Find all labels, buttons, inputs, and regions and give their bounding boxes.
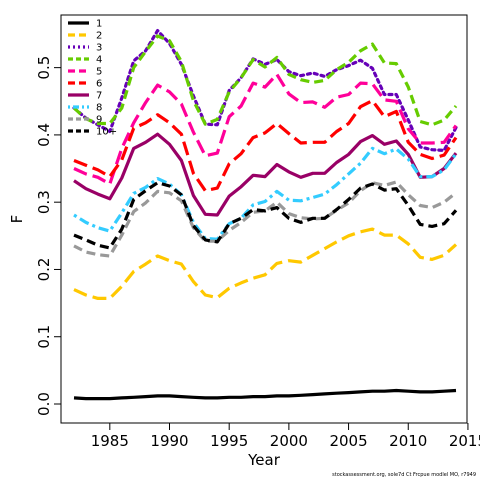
y-tick-label: 0.0 bbox=[35, 392, 53, 416]
legend-label: 10+ bbox=[96, 127, 117, 138]
series-line-5 bbox=[73, 72, 458, 186]
series-line-4 bbox=[72, 34, 458, 127]
footer-note: stockassessment.org, sole7d Ct Frcpue mo… bbox=[332, 472, 476, 478]
legend-label: 6 bbox=[96, 79, 102, 90]
series-line-9 bbox=[73, 180, 457, 258]
x-tick-label: 2005 bbox=[329, 432, 367, 450]
series-line-1 bbox=[73, 388, 457, 401]
y-tick-label: 0.4 bbox=[35, 123, 53, 147]
x-tick-label: 2015 bbox=[449, 432, 480, 450]
series-line-10+ bbox=[73, 181, 458, 250]
series-layer bbox=[72, 29, 458, 401]
series-line-2 bbox=[73, 227, 458, 300]
x-tick-label: 1995 bbox=[210, 432, 248, 450]
y-tick-label: 0.2 bbox=[35, 258, 53, 282]
y-tick-label: 0.3 bbox=[35, 190, 53, 214]
y-axis: 0.0 0.1 0.2 0.3 0.4 0.5 bbox=[35, 56, 61, 416]
series-line-8 bbox=[73, 146, 458, 241]
y-tick-label: 0.1 bbox=[35, 325, 53, 349]
legend-label: 1 bbox=[96, 19, 102, 30]
x-axis: 1985 1990 1995 2000 2005 2010 2015 bbox=[91, 423, 480, 450]
legend-label: 9 bbox=[96, 115, 102, 126]
legend-label: 7 bbox=[96, 91, 102, 102]
x-tick-label: 1985 bbox=[91, 432, 129, 450]
x-tick-label: 2010 bbox=[389, 432, 427, 450]
legend-label: 4 bbox=[96, 55, 102, 66]
x-tick-label: 2000 bbox=[270, 432, 308, 450]
y-tick-label: 0.5 bbox=[35, 56, 53, 80]
legend-label: 3 bbox=[96, 43, 102, 54]
series-line-3 bbox=[72, 29, 458, 152]
x-axis-title: Year bbox=[247, 451, 281, 469]
x-tick-label: 1990 bbox=[150, 432, 188, 450]
legend-label: 8 bbox=[96, 103, 102, 114]
series-line-7 bbox=[73, 132, 458, 217]
series-line-6 bbox=[73, 99, 458, 193]
plot-frame bbox=[60, 14, 468, 424]
y-axis-title: F bbox=[8, 215, 26, 224]
legend-label: 5 bbox=[96, 67, 102, 78]
legend-label: 2 bbox=[96, 31, 102, 42]
